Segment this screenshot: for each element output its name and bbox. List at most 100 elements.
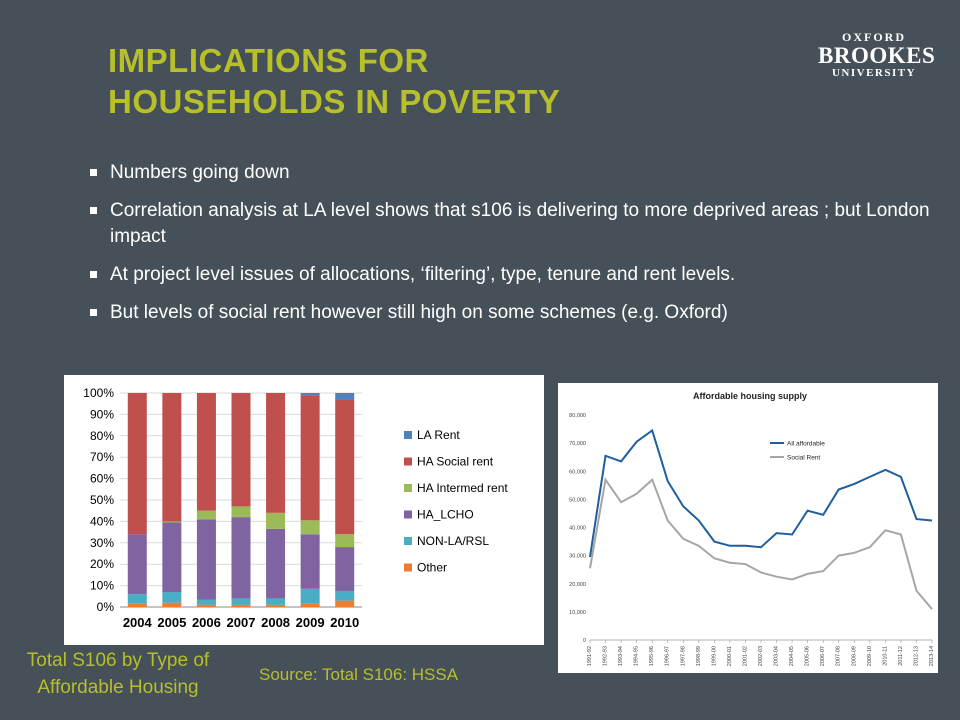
y-tick-label: 0%: [97, 600, 115, 614]
y-tick-label: 60%: [90, 472, 114, 486]
x-tick-label: 2005: [157, 615, 186, 630]
x-tick-label: 2009: [296, 615, 325, 630]
bar-segment: [266, 604, 286, 607]
bullet-item: But levels of social rent however still …: [88, 300, 938, 326]
bullet-item: At project level issues of allocations, …: [88, 262, 938, 288]
bar-segment: [300, 534, 320, 589]
legend-swatch: [404, 510, 412, 519]
bar-segment: [127, 534, 147, 595]
x-tick-label: 2005-06: [805, 646, 811, 666]
x-tick-label: 2003-04: [774, 646, 780, 666]
line-chart-title: Affordable housing supply: [693, 391, 807, 401]
legend-label: All affordable: [787, 441, 825, 448]
legend-swatch: [404, 431, 412, 439]
caption-left-line2: Affordable Housing: [37, 677, 199, 698]
x-tick-label: 1995-96: [649, 646, 655, 666]
legend-label: HA_LCHO: [417, 508, 474, 522]
bullet-list: Numbers going down Correlation analysis …: [88, 160, 938, 338]
bar-segment: [231, 517, 251, 599]
bar-segment: [335, 399, 355, 535]
bar-segment: [162, 522, 182, 593]
y-tick-label: 30%: [90, 536, 114, 550]
x-tick-label: 1998-99: [696, 646, 702, 666]
bar-segment: [300, 520, 320, 535]
source-caption: Source: Total S106: HSSA: [259, 665, 459, 684]
bar-segment: [231, 393, 251, 507]
bar-segment: [335, 534, 355, 548]
legend-swatch: [404, 563, 412, 572]
x-tick-label: 1997-98: [680, 646, 686, 666]
x-tick-label: 2009-10: [867, 646, 873, 666]
bar-segment: [231, 506, 251, 518]
y-tick-label: 10,000: [569, 610, 586, 616]
y-tick-label: 20,000: [569, 582, 586, 588]
x-tick-label: 1999-00: [711, 646, 717, 666]
x-tick-label: 2006: [192, 615, 221, 630]
bar-segment: [196, 604, 216, 607]
y-tick-label: 30,000: [569, 554, 586, 560]
x-tick-label: 1992-93: [603, 646, 609, 666]
y-tick-label: 70%: [90, 450, 114, 464]
y-tick-label: 0: [583, 638, 586, 644]
bar-segment: [162, 393, 182, 522]
bar-segment: [196, 510, 216, 520]
x-tick-label: 2008-09: [851, 646, 857, 666]
oxford-brookes-logo: OXFORD BROOKES UNIVERSITY: [818, 30, 935, 79]
y-tick-label: 10%: [90, 579, 114, 593]
bar-segment: [335, 547, 355, 591]
x-tick-label: 2011-12: [898, 646, 904, 666]
x-tick-label: 2010-11: [882, 646, 888, 666]
x-tick-label: 2004: [123, 615, 153, 630]
stacked-bar-chart-panel: 0% 10% 20% 30% 40% 50% 60% 70% 80% 90% 100% 2004 200…: [64, 375, 544, 645]
bar-segment: [196, 599, 216, 605]
bar-segment: [266, 528, 286, 599]
bar-segment: [127, 393, 147, 535]
y-tick-label: 40,000: [569, 526, 586, 532]
logo-line3: UNIVERSITY: [831, 67, 917, 79]
series-line: [589, 477, 933, 610]
bar-segment: [300, 395, 320, 521]
bar-segment: [196, 519, 216, 600]
bar-segment: [266, 393, 286, 513]
bullet-item: Numbers going down: [88, 160, 938, 186]
x-tick-label: 2010: [330, 615, 359, 630]
bar-segment: [300, 393, 320, 396]
legend-label: Other: [417, 561, 447, 575]
y-tick-label: 40%: [90, 514, 114, 528]
bar-segment: [335, 393, 355, 400]
legend-label: HA Social rent: [417, 455, 494, 469]
x-tick-label: 1996-97: [665, 646, 671, 666]
bullet-item: Correlation analysis at LA level shows t…: [88, 198, 938, 250]
x-tick-label: 2007: [227, 615, 256, 630]
y-tick-label: 100%: [83, 386, 114, 400]
line-chart: Affordable housing supply 0 10,000 20,000 30…: [569, 391, 935, 666]
bullet-text: But levels of social rent however still …: [110, 302, 728, 323]
caption-left-line1: Total S106 by Type of: [26, 650, 210, 671]
x-tick-label: 1994-95: [634, 646, 640, 666]
y-tick-label: 80%: [90, 429, 114, 443]
x-tick-label: 2004-05: [789, 646, 795, 666]
bar-segment: [300, 603, 320, 607]
y-tick-label: 50,000: [569, 497, 586, 503]
bullet-text: At project level issues of allocations, …: [110, 264, 736, 285]
x-tick-label: 2013-14: [929, 646, 935, 666]
y-tick-label: 80,000: [569, 413, 586, 419]
bullet-square-icon: [90, 271, 97, 278]
bar-segment: [300, 588, 320, 604]
bullet-text: Correlation analysis at LA level shows t…: [110, 200, 930, 247]
legend-label: Social Rent: [787, 455, 820, 462]
x-tick-label: 2002-03: [758, 646, 764, 666]
bullet-text: Numbers going down: [110, 162, 290, 183]
legend-label: LA Rent: [417, 428, 460, 442]
bar-segment: [266, 598, 286, 605]
caption-left: Total S106 by Type of Affordable Housing: [0, 647, 236, 701]
bullet-square-icon: [90, 207, 97, 214]
bar-segment: [127, 603, 147, 607]
slide-title: IMPLICATIONS FOR HOUSEHOLDS IN POVERTY: [108, 40, 560, 122]
legend-swatch: [404, 484, 412, 492]
x-tick-label: 2007-08: [836, 646, 842, 666]
x-tick-label: 2006-07: [820, 646, 826, 666]
bar-segment: [162, 592, 182, 603]
bar-segment: [127, 594, 147, 604]
x-tick-label: 2008: [261, 615, 290, 630]
